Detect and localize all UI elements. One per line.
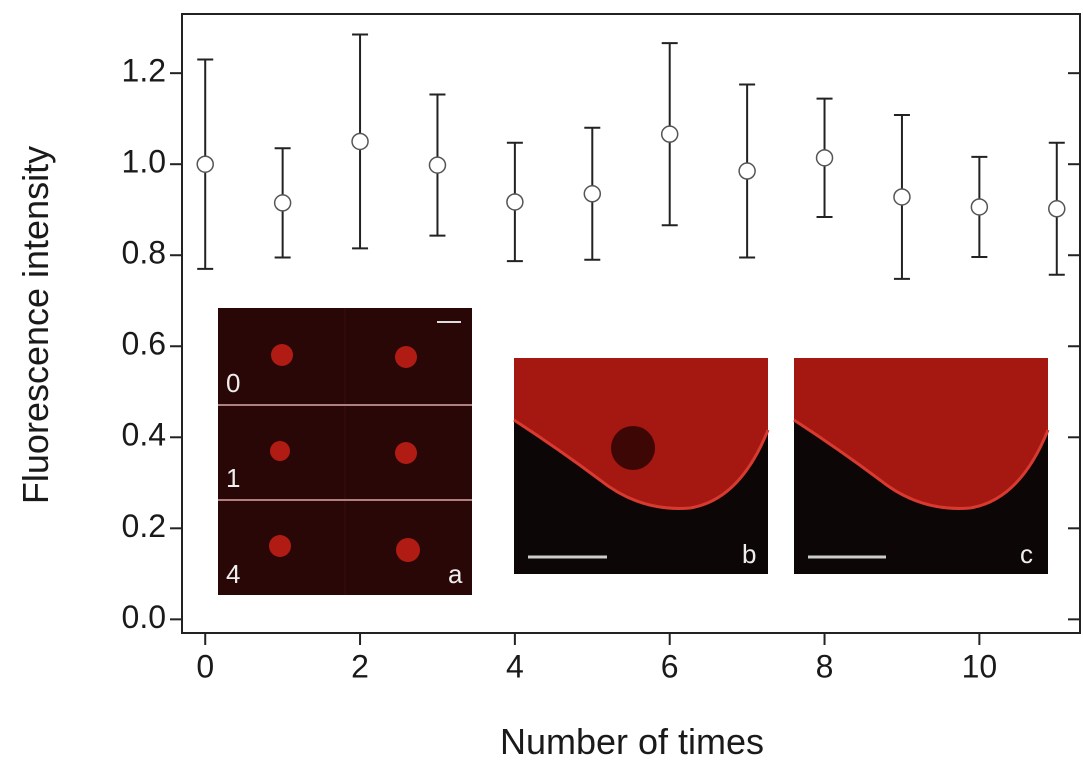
data-point — [738, 162, 756, 180]
x-tick-label: 10 — [962, 648, 998, 684]
droplet — [395, 346, 417, 368]
droplet-edge — [793, 418, 1050, 510]
inset-row-label: 0 — [226, 368, 240, 398]
y-tick-label: 0.6 — [122, 326, 166, 362]
data-point — [660, 125, 679, 143]
y-tick-label: 0.0 — [122, 599, 166, 635]
droplet-edge — [513, 418, 770, 510]
droplet — [396, 538, 420, 562]
plot-frame — [181, 13, 1081, 634]
droplet — [395, 442, 417, 464]
x-tick-label: 0 — [196, 648, 214, 684]
data-point — [351, 132, 369, 151]
inset-b: b — [513, 358, 770, 574]
y-tick-label: 0.4 — [122, 417, 166, 453]
data-point — [273, 194, 292, 212]
data-point — [196, 155, 214, 173]
y-axis-title: Fluorescence intensity — [15, 146, 56, 504]
droplet — [269, 535, 291, 557]
droplet-region — [794, 358, 1048, 509]
data-point — [815, 149, 834, 167]
inset-c: c — [793, 358, 1050, 574]
inset-row-label: 4 — [226, 559, 240, 589]
y-tick-label: 1.0 — [122, 144, 166, 180]
ticks: 0.00.20.40.60.81.01.20 2 4 6 8 10 — [122, 53, 1080, 684]
droplet — [271, 344, 293, 366]
data-point — [506, 193, 524, 211]
droplet — [270, 441, 290, 461]
data-point — [970, 198, 989, 216]
data-marks — [196, 33, 1066, 280]
inset-a: 0 1 4 a — [218, 308, 472, 595]
bleach-spot — [611, 426, 655, 470]
inset-label: c — [1020, 539, 1033, 569]
data-point — [1048, 200, 1066, 218]
data-point — [583, 185, 602, 203]
x-tick-label: 8 — [816, 648, 834, 684]
inset-label: a — [448, 559, 463, 589]
x-tick-label: 4 — [506, 648, 524, 684]
x-tick-label: 2 — [351, 648, 369, 684]
data-point — [893, 188, 911, 206]
data-point — [428, 156, 447, 174]
inset-label: b — [742, 539, 756, 569]
inset-row-label: 1 — [226, 463, 240, 493]
y-tick-label: 0.8 — [122, 235, 166, 271]
x-axis-title: Number of times — [500, 721, 764, 760]
y-tick-label: 0.2 — [122, 508, 166, 544]
x-tick-label: 6 — [661, 648, 679, 684]
y-tick-label: 1.2 — [122, 53, 166, 89]
